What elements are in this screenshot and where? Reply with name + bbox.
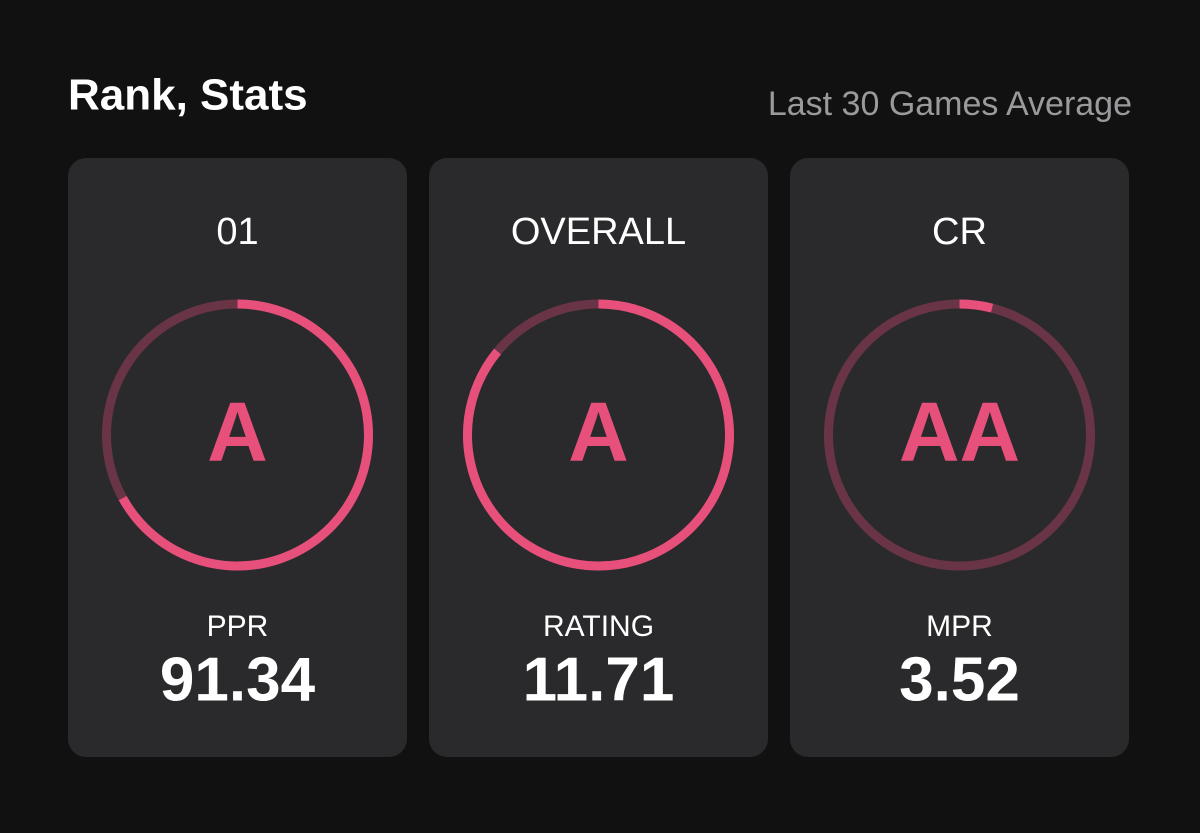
- panel-title: Rank, Stats: [68, 71, 308, 120]
- card-label: CR: [932, 211, 987, 253]
- grade: A: [568, 385, 629, 479]
- card-label: OVERALL: [511, 211, 686, 253]
- stat-label: RATING: [543, 610, 654, 643]
- stat-label: MPR: [926, 610, 993, 643]
- grade: AA: [899, 385, 1020, 479]
- stat-value: 91.34: [160, 645, 316, 714]
- card-label: 01: [216, 211, 258, 253]
- stat-card: [790, 158, 1129, 757]
- stat-value: 3.52: [899, 645, 1020, 714]
- ring-progress: [959, 299, 994, 313]
- ring-progress: [463, 299, 734, 571]
- grade: A: [207, 385, 268, 479]
- stat-card: [429, 158, 768, 757]
- ring-progress: [118, 299, 373, 571]
- stat-label: PPR: [207, 610, 269, 643]
- stat-value: 11.71: [523, 645, 675, 714]
- stat-card: [68, 158, 407, 757]
- panel-subtitle: Last 30 Games Average: [768, 85, 1132, 123]
